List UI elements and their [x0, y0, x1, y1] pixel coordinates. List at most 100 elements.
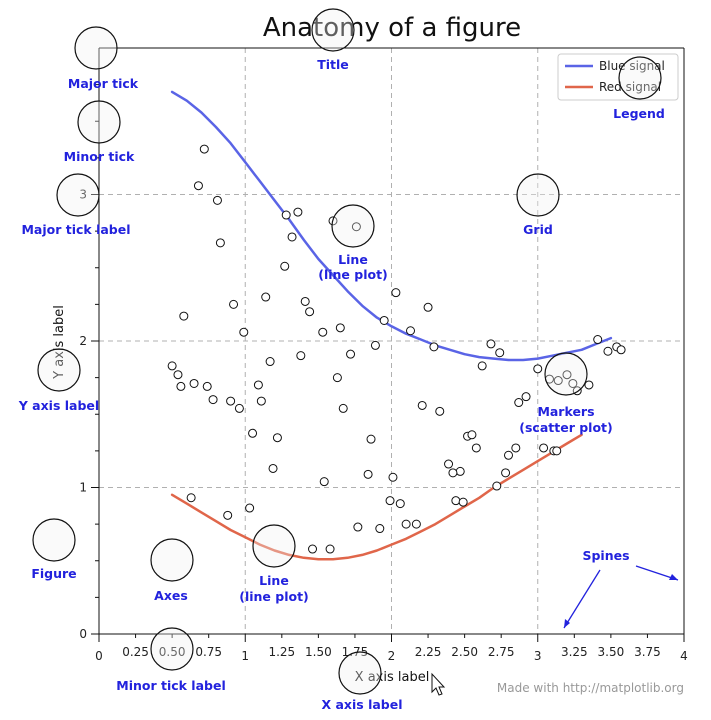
scatter-marker — [584, 380, 594, 390]
scatter-marker — [319, 477, 329, 487]
scatter-marker — [300, 296, 310, 306]
y-axis-title: Y axis label — [52, 305, 67, 380]
scatter-marker — [451, 496, 461, 506]
scatter-marker — [477, 361, 487, 371]
scatter-marker — [417, 400, 427, 410]
scatter-marker — [553, 376, 563, 386]
annotation-circle-title — [311, 8, 355, 52]
scatter-marker — [514, 398, 524, 408]
scatter-marker — [332, 373, 342, 383]
scatter-marker — [280, 261, 290, 271]
x-minor-tick-label: 2.50 — [451, 645, 478, 659]
annotation-figure: Figure — [31, 566, 76, 581]
scatter-marker — [401, 519, 411, 529]
x-minor-tick-label: 1.50 — [305, 645, 332, 659]
annotation-line-blue-2: (line plot) — [318, 267, 388, 282]
annotation-circle-axes — [150, 538, 194, 582]
scatter-marker — [467, 430, 477, 440]
scatter-marker — [353, 522, 363, 532]
annotation-circles — [32, 8, 662, 695]
blue-signal-line — [170, 90, 613, 362]
scatter-marker — [212, 195, 222, 205]
annotation-y-axis-label: Y axis label — [18, 398, 99, 413]
scatter-marker — [533, 364, 543, 374]
scatter-marker — [281, 210, 291, 220]
spines-arrows — [563, 565, 679, 629]
scatter-marker — [239, 327, 249, 337]
scatter-marker — [448, 468, 458, 478]
scatter-marker — [245, 503, 255, 513]
scatter-marker — [568, 378, 578, 388]
x-minor-tick-label: 2.25 — [415, 645, 442, 659]
scatter-marker — [296, 351, 306, 361]
scatter-marker — [325, 544, 335, 554]
scatter-marker — [370, 340, 380, 350]
scatter-marker — [366, 434, 376, 444]
scatter-marker — [385, 496, 395, 506]
scatter-marker — [486, 339, 496, 349]
annotation-line-red-1: Line — [259, 573, 289, 588]
y-major-tick-label: 2 — [79, 334, 87, 348]
annotation-grid: Grid — [523, 222, 553, 237]
annotation-markers-1: Markers — [537, 404, 594, 419]
x-minor-tick-label: 1.25 — [268, 645, 295, 659]
scatter-marker — [458, 497, 468, 507]
scatter-marker — [193, 181, 203, 191]
scatter-marker — [189, 378, 199, 388]
scatter-marker — [338, 403, 348, 413]
scatter-marker — [395, 499, 405, 509]
scatter-marker — [208, 395, 218, 405]
scatter-marker — [173, 370, 183, 380]
red-signal-line — [170, 433, 583, 561]
scatter-marker — [388, 472, 398, 482]
scatter-marker — [495, 348, 505, 358]
scatter-marker — [603, 346, 613, 356]
annotation-legend: Legend — [613, 106, 665, 121]
scatter-marker — [179, 311, 189, 321]
annotation-title: Title — [317, 57, 349, 72]
annotation-line-red-2: (line plot) — [239, 589, 309, 604]
y-major-tick-label: 3 — [79, 188, 87, 202]
scatter-marker — [375, 524, 385, 534]
x-minor-tick-label: 3.50 — [598, 645, 625, 659]
x-minor-tick-label: 3.75 — [634, 645, 661, 659]
annotation-circle-markers — [544, 352, 588, 396]
scatter-marker — [504, 450, 513, 460]
annotation-spines: Spines — [582, 548, 629, 563]
x-major-tick-label: 4 — [680, 649, 688, 663]
x-minor-tick-label: 2.75 — [488, 645, 515, 659]
scatter-marker — [176, 381, 186, 391]
spines-arrowhead-right — [669, 574, 678, 580]
scatter-marker — [562, 370, 572, 380]
annotation-circle-y-axis-label — [37, 348, 81, 392]
annotation-circle-major-tick — [74, 26, 118, 70]
scatter-marker — [308, 544, 318, 554]
scatter-marker — [305, 307, 315, 317]
scatter-marker — [444, 459, 454, 469]
scatter-marker — [379, 315, 389, 325]
scatter-marker — [265, 357, 275, 367]
scatter-marker — [351, 222, 361, 232]
scatter-marker — [593, 335, 603, 345]
scatter-marker — [272, 433, 282, 443]
legend-label-blue: Blue signal — [599, 59, 665, 73]
annotation-circle-minor-tick-label — [150, 627, 194, 671]
scatter-marker — [501, 468, 511, 478]
annotation-circle-legend — [618, 56, 662, 100]
annotation-labels: Major tick Minor tick Major tick label T… — [18, 57, 665, 712]
annotation-x-axis-label: X axis label — [322, 697, 403, 712]
scatter-marker — [199, 144, 209, 154]
x-major-tick-label: 3 — [534, 649, 542, 663]
scatter-marker — [229, 299, 239, 309]
annotation-line-blue-1: Line — [338, 252, 368, 267]
y-major-tick-label: 0 — [79, 627, 87, 641]
x-major-tick-label: 2 — [388, 649, 396, 663]
x-major-tick-label: 1 — [241, 649, 249, 663]
scatter-marker — [335, 323, 345, 333]
annotation-major-tick: Major tick — [68, 76, 139, 91]
scatter-marker — [346, 349, 356, 359]
annotation-major-tick-label: Major tick label — [21, 222, 130, 237]
annotation-circle-line-blue — [331, 204, 375, 248]
scatter-marker — [253, 380, 263, 390]
annotation-circle-grid — [516, 173, 560, 217]
